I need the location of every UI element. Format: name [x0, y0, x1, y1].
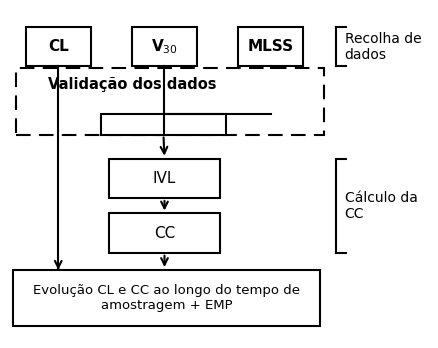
- Text: MLSS: MLSS: [247, 39, 294, 54]
- FancyBboxPatch shape: [110, 159, 220, 198]
- Text: Validação dos dados: Validação dos dados: [49, 77, 217, 92]
- FancyBboxPatch shape: [14, 270, 320, 326]
- FancyBboxPatch shape: [110, 213, 220, 253]
- Text: CL: CL: [48, 39, 69, 54]
- FancyBboxPatch shape: [101, 114, 226, 135]
- Text: IVL: IVL: [153, 171, 176, 186]
- FancyBboxPatch shape: [26, 27, 91, 66]
- FancyBboxPatch shape: [238, 27, 303, 66]
- Text: V$_{30}$: V$_{30}$: [151, 37, 178, 56]
- FancyBboxPatch shape: [15, 68, 324, 135]
- Text: Cálculo da
CC: Cálculo da CC: [345, 191, 417, 221]
- Text: Evolução CL e CC ao longo do tempo de
amostragem + EMP: Evolução CL e CC ao longo do tempo de am…: [33, 284, 300, 312]
- Text: Recolha de
dados: Recolha de dados: [345, 32, 421, 62]
- Text: CC: CC: [154, 226, 175, 240]
- FancyBboxPatch shape: [132, 27, 197, 66]
